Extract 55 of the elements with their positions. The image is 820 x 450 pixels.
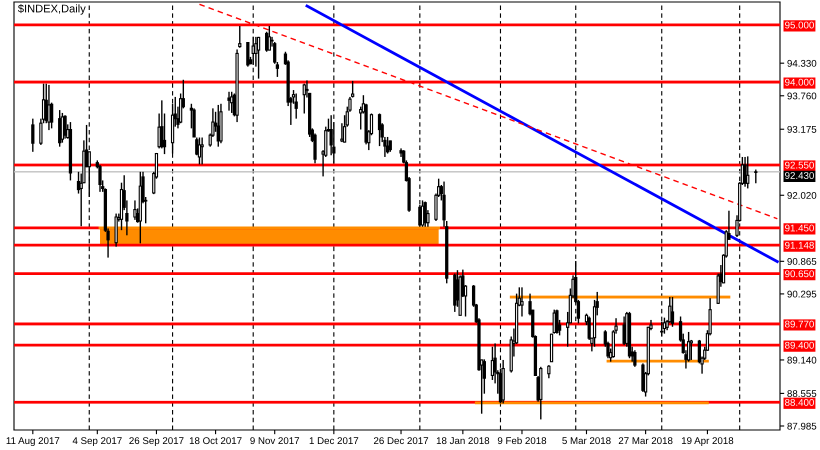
ref-line-label: 89.400 (785, 342, 814, 349)
x-tick-label: 5 Mar 2018 (562, 437, 611, 444)
x-tick-label: 18 Jan 2018 (436, 437, 490, 444)
candlestick (60, 112, 64, 144)
x-tick-label: 9 Nov 2017 (250, 437, 300, 444)
x-tick-label: 9 Feb 2018 (498, 436, 546, 444)
candlestick (31, 118, 34, 153)
candlestick (246, 41, 250, 68)
candlestick (230, 91, 234, 114)
y-tick-label: 93.760 (787, 92, 816, 100)
candlestick (268, 25, 271, 52)
candlestick (198, 136, 202, 166)
candlestick (588, 316, 591, 341)
candlestick (746, 156, 750, 190)
candlestick (670, 296, 674, 328)
y-tick-label: 92.020 (787, 192, 816, 199)
candlestick (633, 350, 636, 368)
candlestick (227, 91, 231, 112)
ref-line-label: 90.650 (785, 270, 814, 278)
y-tick-label: 93.175 (787, 126, 816, 133)
ref-line-label: 89.770 (785, 320, 814, 328)
candlestick (424, 200, 427, 228)
chart-title: $INDEX,Daily (18, 4, 86, 15)
candlestick (98, 164, 102, 193)
candlestick (547, 364, 550, 379)
x-tick-label: 26 Sep 2017 (129, 437, 184, 446)
x-tick-label: 4 Sep 2017 (72, 437, 122, 446)
y-tick-label: 89.140 (787, 356, 816, 364)
candlestick (238, 25, 242, 48)
x-tick-label: 19 Apr 2018 (682, 437, 734, 446)
ref-line-label: 92.550 (785, 162, 814, 169)
y-tick-label: 87.985 (787, 422, 816, 430)
candlestick (216, 104, 220, 148)
ref-line-label: 91.450 (785, 224, 814, 232)
x-tick-label: 18 Oct 2017 (190, 437, 242, 444)
x-tick-label: 27 Mar 2018 (618, 437, 672, 444)
x-tick-label: 11 Aug 2017 (6, 437, 60, 446)
y-tick-label: 94.330 (787, 60, 816, 67)
candlestick (294, 92, 298, 120)
candlestick (200, 136, 204, 166)
candlestick (256, 36, 260, 80)
candlestick (754, 168, 758, 184)
ref-line-label: 94.000 (785, 78, 814, 86)
y-tick-label: 88.555 (787, 390, 816, 398)
ref-line-label: 88.400 (785, 399, 814, 406)
candlestick (555, 308, 559, 334)
x-tick-label: 26 Dec 2017 (374, 437, 428, 444)
y-tick-label: 90.295 (787, 290, 816, 298)
y-tick-label: 90.865 (787, 258, 816, 265)
candlestick (520, 286, 524, 318)
ref-line-label: 92.430 (785, 172, 814, 179)
x-tick-label: 1 Dec 2017 (310, 437, 358, 444)
candlestick (302, 83, 306, 114)
ref-line-label: 91.148 (785, 242, 814, 249)
ref-line-label: 95.000 (785, 22, 814, 28)
